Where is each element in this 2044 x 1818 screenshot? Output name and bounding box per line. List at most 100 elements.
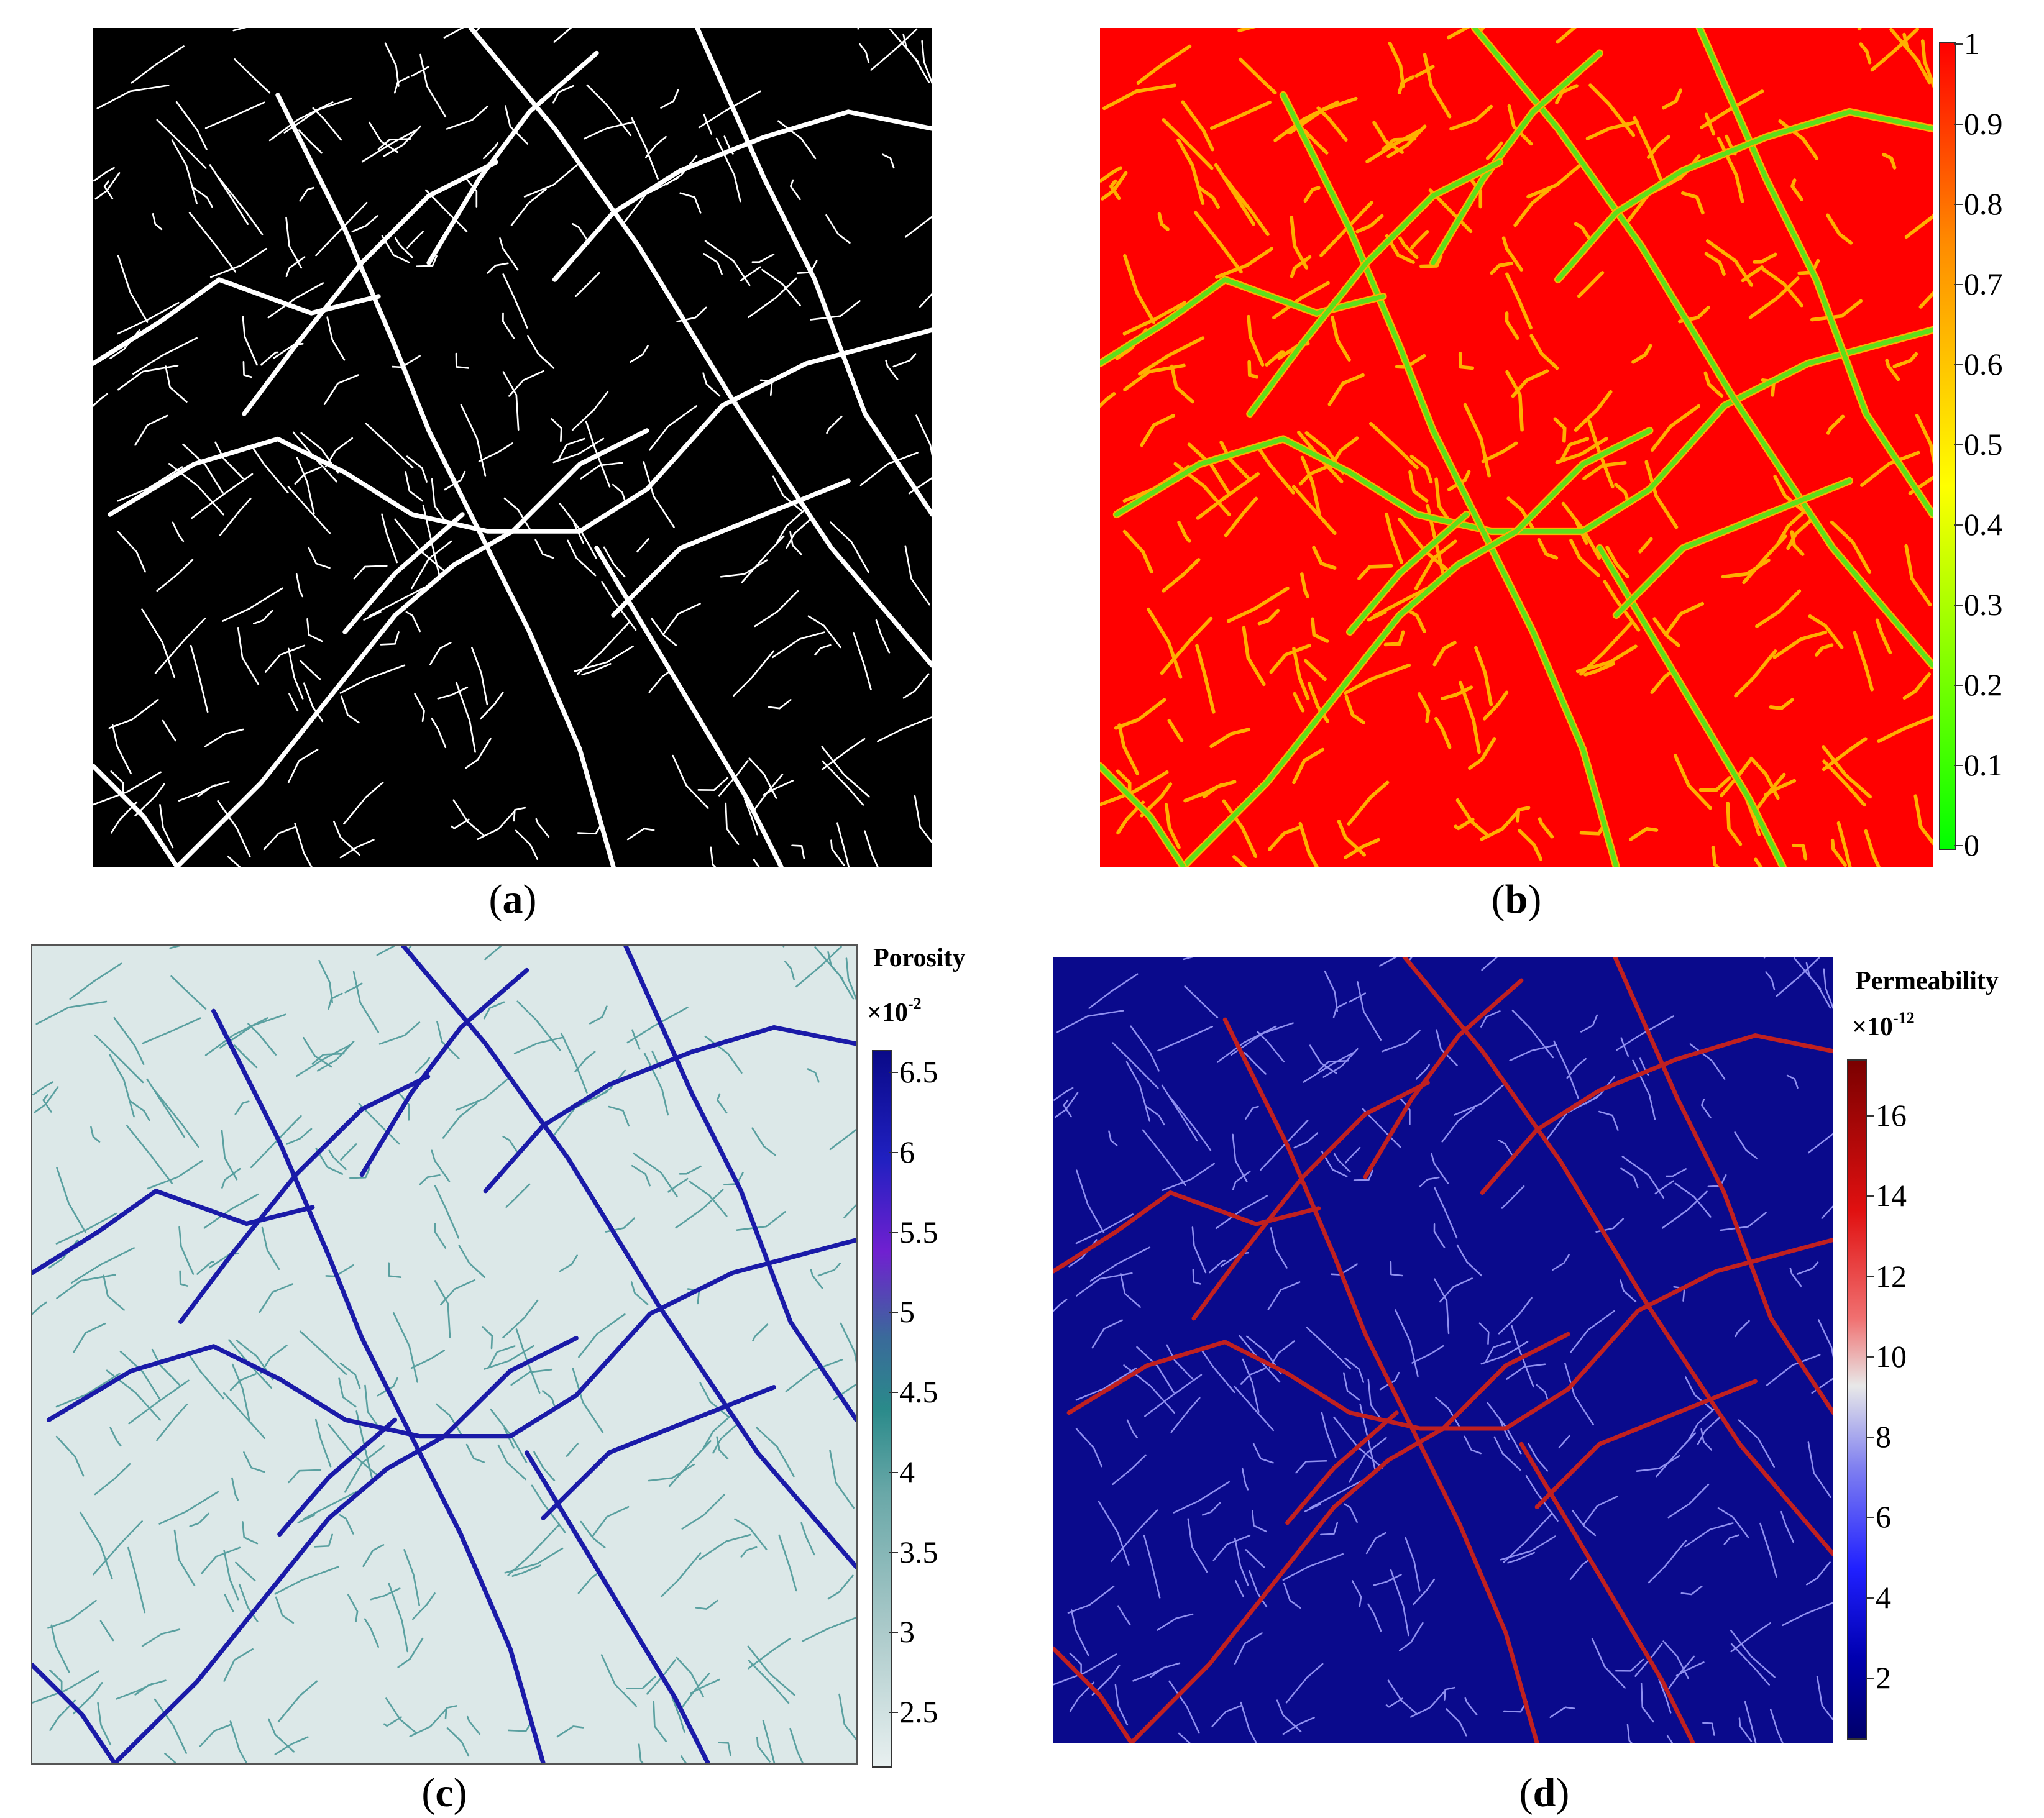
minor-fracture-halo [1327,373,1365,406]
minor-fracture [1069,1681,1095,1712]
minor-fracture [221,1130,238,1181]
minor-fracture [1304,186,1320,202]
colorbar-c-tickmark [889,1312,898,1313]
minor-fracture [1811,1377,1833,1394]
minor-fracture [383,1716,402,1727]
minor-fracture [50,1624,70,1673]
minor-fracture-halo [1292,747,1325,785]
minor-fracture [1215,164,1255,225]
minor-fracture [1566,1057,1587,1079]
minor-fracture [1689,1043,1726,1080]
caption-d: (d) [1519,1770,1570,1816]
minor-fracture [1235,1579,1244,1597]
minor-fracture [311,1053,345,1065]
minor-fracture [744,798,758,836]
minor-fracture [531,1484,566,1533]
minor-fracture [1481,957,1499,971]
minor-fracture [1056,1010,1124,1033]
minor-fracture [1877,716,1933,742]
major-fracture [93,277,381,366]
minor-fracture [882,153,895,169]
minor-fracture [778,1534,797,1592]
minor-fracture [1405,1537,1421,1592]
minor-fracture [142,1017,201,1044]
major-fracture [277,1417,398,1537]
minor-fracture [306,618,323,642]
minor-fracture [187,1353,225,1400]
colorbar-d-tickmark [1866,1356,1874,1358]
fracture-network-c [32,946,856,1763]
minor-fracture [1633,117,1662,180]
minor-fracture [748,277,797,319]
minor-fracture-halo [1463,403,1491,478]
minor-fracture [1598,1110,1619,1131]
colorbar-c-tickmark [889,1551,898,1553]
minor-fracture [748,1660,790,1704]
minor-fracture [1143,1535,1161,1599]
minor-fracture [1390,1569,1409,1637]
colorbar-multiplier-porosity: ×10-2 [867,995,922,1027]
minor-fracture [578,1313,626,1358]
minor-fracture [1549,1706,1575,1719]
minor-fracture [1140,414,1175,446]
minor-fracture [672,754,709,809]
minor-fracture-halo [1458,352,1475,370]
minor-fracture [219,498,252,536]
minor-fracture [1436,1029,1458,1066]
minor-fracture [1194,212,1242,273]
minor-fracture [69,962,122,1000]
minor-fracture-halo [1904,214,1933,239]
minor-fracture-halo [1409,454,1433,484]
minor-fracture [807,615,841,649]
minor-fracture [242,316,258,366]
minor-fracture [1507,497,1536,533]
minor-fracture [1124,255,1155,323]
minor-fracture [108,699,159,729]
minor-fracture [1241,1468,1249,1491]
minor-fracture [840,1322,856,1366]
minor-fracture [397,1637,424,1668]
minor-fracture [577,1573,598,1594]
minor-fracture [1508,105,1532,145]
minor-fracture [1680,1586,1703,1596]
minor-fracture [1344,1146,1361,1164]
minor-fracture [1570,539,1600,577]
minor-fracture [1370,423,1418,468]
minor-fracture [1203,780,1236,798]
minor-fracture [1184,985,1219,1018]
minor-fracture [1634,1642,1663,1677]
minor-fracture [288,1469,322,1484]
minor-fracture [503,497,533,533]
minor-fracture [1506,1363,1546,1380]
minor-fracture [388,1262,402,1278]
minor-fracture [777,120,817,160]
minor-fracture [1118,724,1139,775]
minor-fracture [1528,1443,1549,1472]
minor-fracture [299,186,314,202]
minor-fracture [845,957,856,1002]
minor-fracture [1356,215,1383,232]
minor-fracture [791,844,805,859]
minor-fracture [384,42,400,87]
minor-fracture [1368,611,1386,621]
minor-fracture [1564,1363,1594,1426]
minor-fracture-halo [1698,776,1731,792]
minor-fracture [857,28,860,30]
minor-fracture [919,292,932,308]
minor-fracture [1509,1044,1557,1062]
minor-fracture [1629,828,1657,841]
minor-fracture [643,461,675,528]
minor-fracture [662,603,701,635]
minor-fracture [712,1424,737,1454]
minor-fracture [1589,84,1634,137]
major-fracture [1613,957,1833,1415]
minor-fracture [1378,957,1398,967]
colorbar-c [872,1050,892,1768]
minor-fracture [1661,1190,1708,1229]
minor-fracture [303,1490,359,1520]
minor-fracture [1273,282,1329,319]
minor-fracture [1584,663,1615,676]
minor-fracture [800,1522,815,1556]
minor-fracture [1234,1632,1263,1665]
minor-fracture [1553,1040,1579,1099]
